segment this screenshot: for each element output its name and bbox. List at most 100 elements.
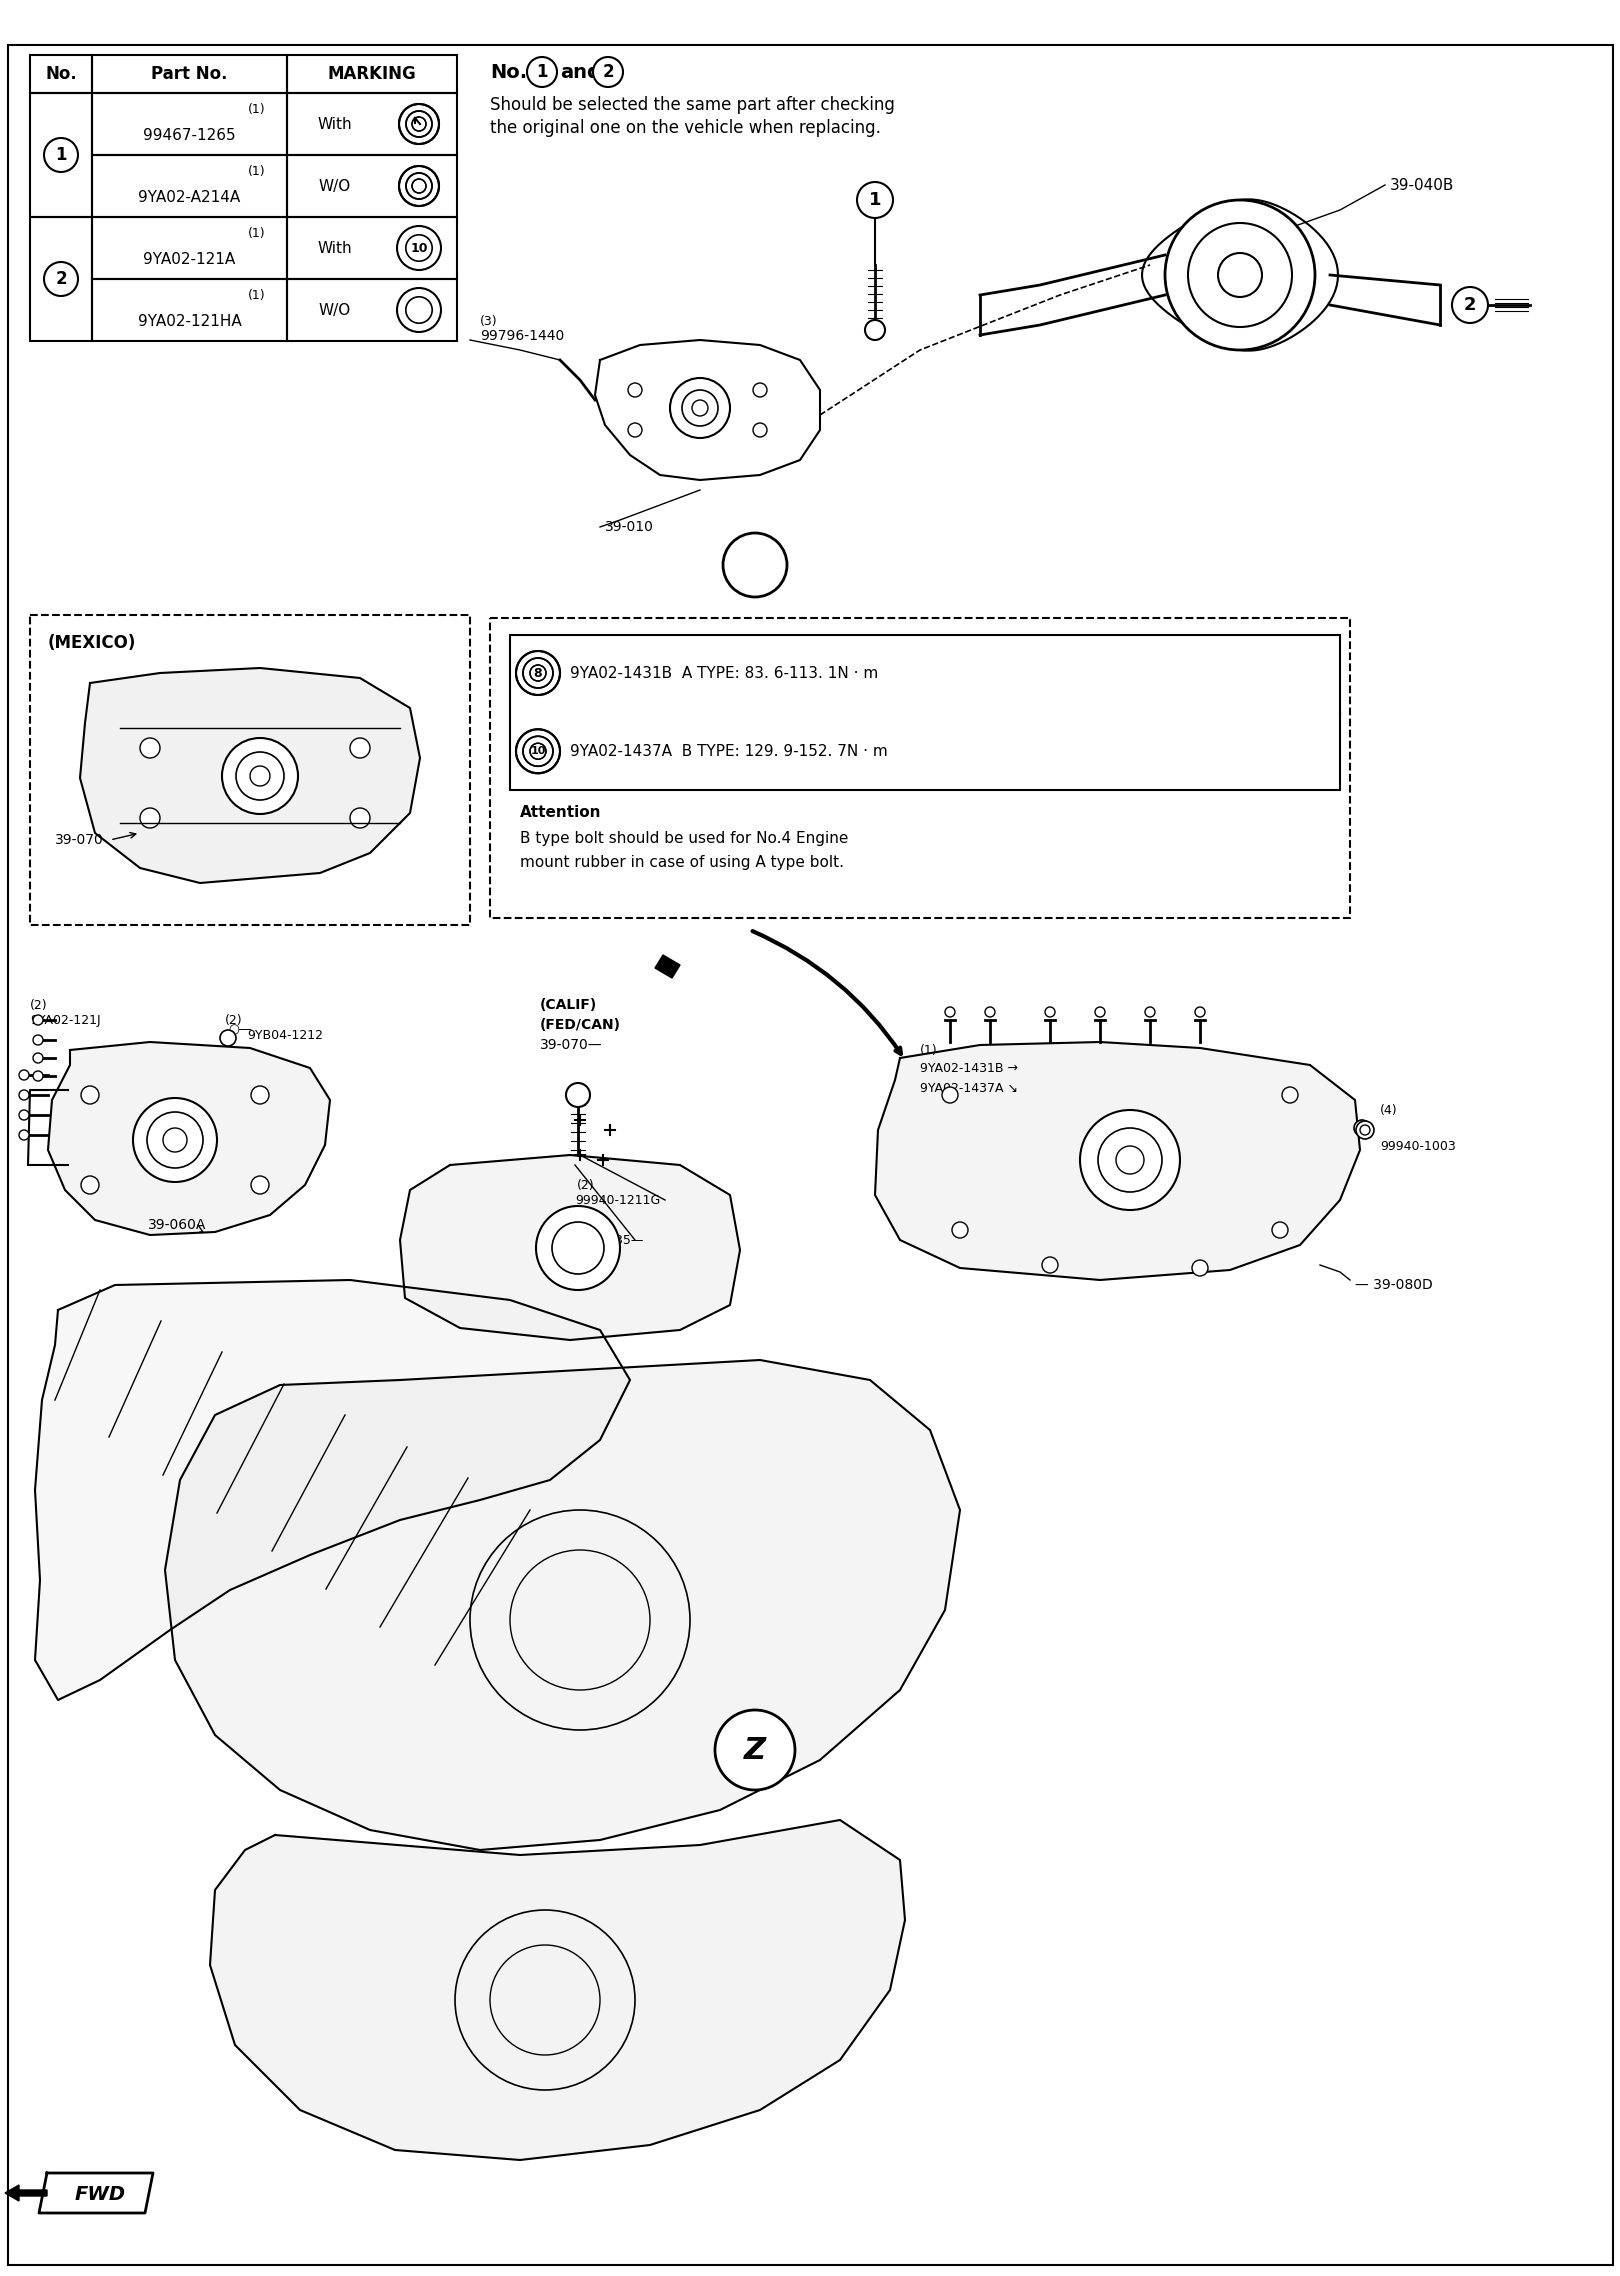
Circle shape [44,262,78,296]
Bar [489,619,1349,917]
Text: 9YB04-1212: 9YB04-1212 [246,1029,322,1042]
Circle shape [753,423,766,437]
Text: 9YA02-1431B  A TYPE: 83. 6-113. 1N · m: 9YA02-1431B A TYPE: 83. 6-113. 1N · m [570,665,878,681]
Text: Should be selected the same part after checking: Should be selected the same part after c… [489,96,894,114]
Circle shape [1042,1256,1058,1272]
Circle shape [164,1129,186,1152]
Text: 99940-1003: 99940-1003 [1380,1140,1456,1152]
Circle shape [753,382,766,396]
Circle shape [565,1083,590,1106]
Polygon shape [165,1361,961,1850]
Circle shape [249,767,271,785]
Bar [287,155,457,216]
Circle shape [32,1072,44,1081]
Text: FWD: FWD [75,2185,126,2205]
Text: No.: No. [45,66,76,82]
Text: 99940-1211G: 99940-1211G [575,1193,661,1206]
Text: the original one on the vehicle when replacing.: the original one on the vehicle when rep… [489,118,881,137]
Circle shape [133,1097,217,1181]
Bar [287,280,457,341]
Bar [92,93,287,155]
Circle shape [517,651,561,694]
Circle shape [857,182,893,218]
Text: 2: 2 [603,64,614,82]
Circle shape [1281,1088,1298,1104]
Text: (2): (2) [31,999,47,1011]
Text: B type bolt should be used for No.4 Engine: B type bolt should be used for No.4 Engi… [520,831,849,844]
Text: (1): (1) [248,228,266,241]
Circle shape [1187,223,1293,328]
Text: (2): (2) [577,1179,595,1193]
Circle shape [1145,1006,1155,1017]
Text: With: With [318,241,352,255]
Polygon shape [211,1821,906,2160]
Circle shape [536,1206,620,1290]
Text: 9YA02-1437A  B TYPE: 129. 9-152. 7N · m: 9YA02-1437A B TYPE: 129. 9-152. 7N · m [570,744,888,758]
Circle shape [1356,1122,1374,1138]
Circle shape [139,808,160,828]
Text: 10: 10 [530,747,546,756]
Text: 9YA02-1437A ↘: 9YA02-1437A ↘ [920,1081,1017,1095]
Circle shape [941,1088,957,1104]
Text: 39-070—: 39-070— [539,1038,603,1052]
Text: mount rubber in case of using A type bolt.: mount rubber in case of using A type bol… [520,854,844,869]
Text: 1: 1 [55,146,66,164]
Text: 10: 10 [410,241,428,255]
Circle shape [1116,1147,1144,1174]
Circle shape [19,1129,29,1140]
Circle shape [1354,1120,1371,1136]
Text: 2: 2 [55,271,66,289]
Bar [92,216,287,280]
Text: 39-060A: 39-060A [147,1218,206,1231]
Circle shape [552,1222,604,1275]
Circle shape [526,57,557,86]
Text: (MEXICO): (MEXICO) [49,635,136,651]
Circle shape [723,533,787,596]
Text: (CALIF): (CALIF) [539,997,598,1013]
Text: (1): (1) [920,1042,938,1056]
Circle shape [1095,1006,1105,1017]
Circle shape [237,751,284,799]
Circle shape [222,737,298,815]
Polygon shape [875,1042,1361,1279]
Circle shape [671,378,731,437]
Text: 9YA02-1431B →: 9YA02-1431B → [920,1061,1017,1074]
Bar [510,635,1340,790]
Text: MARKING: MARKING [327,66,416,82]
Text: 9YA02-121A: 9YA02-121A [144,253,235,266]
Polygon shape [654,956,680,979]
Circle shape [865,321,885,339]
Circle shape [399,105,439,143]
Text: ○―: ○― [228,1024,251,1036]
Circle shape [1098,1129,1162,1193]
Text: 99467-1265: 99467-1265 [143,127,237,143]
Circle shape [944,1006,956,1017]
Circle shape [1361,1124,1371,1136]
Circle shape [81,1086,99,1104]
Circle shape [714,1709,795,1789]
Text: 99784-0235—: 99784-0235— [556,1234,643,1247]
Circle shape [139,737,160,758]
Circle shape [1045,1006,1055,1017]
Text: (FED/CAN): (FED/CAN) [539,1017,620,1031]
Circle shape [399,166,439,207]
Text: (1): (1) [248,166,266,178]
Circle shape [1196,1006,1205,1017]
Text: (1): (1) [248,102,266,116]
Circle shape [1192,1261,1209,1277]
Circle shape [1165,200,1315,351]
Text: and: and [561,61,601,82]
Text: 99796-1440: 99796-1440 [480,330,564,344]
Text: Z: Z [744,1737,766,1764]
Text: (4): (4) [1380,1104,1398,1118]
Text: (3): (3) [480,314,497,328]
Circle shape [19,1090,29,1099]
Circle shape [517,728,561,774]
Bar [92,55,287,93]
Circle shape [350,737,369,758]
Text: W/O: W/O [319,178,352,193]
Text: — 39-080D: — 39-080D [1354,1279,1432,1293]
Circle shape [32,1054,44,1063]
Text: Z: Z [745,551,765,578]
Polygon shape [49,1042,330,1236]
